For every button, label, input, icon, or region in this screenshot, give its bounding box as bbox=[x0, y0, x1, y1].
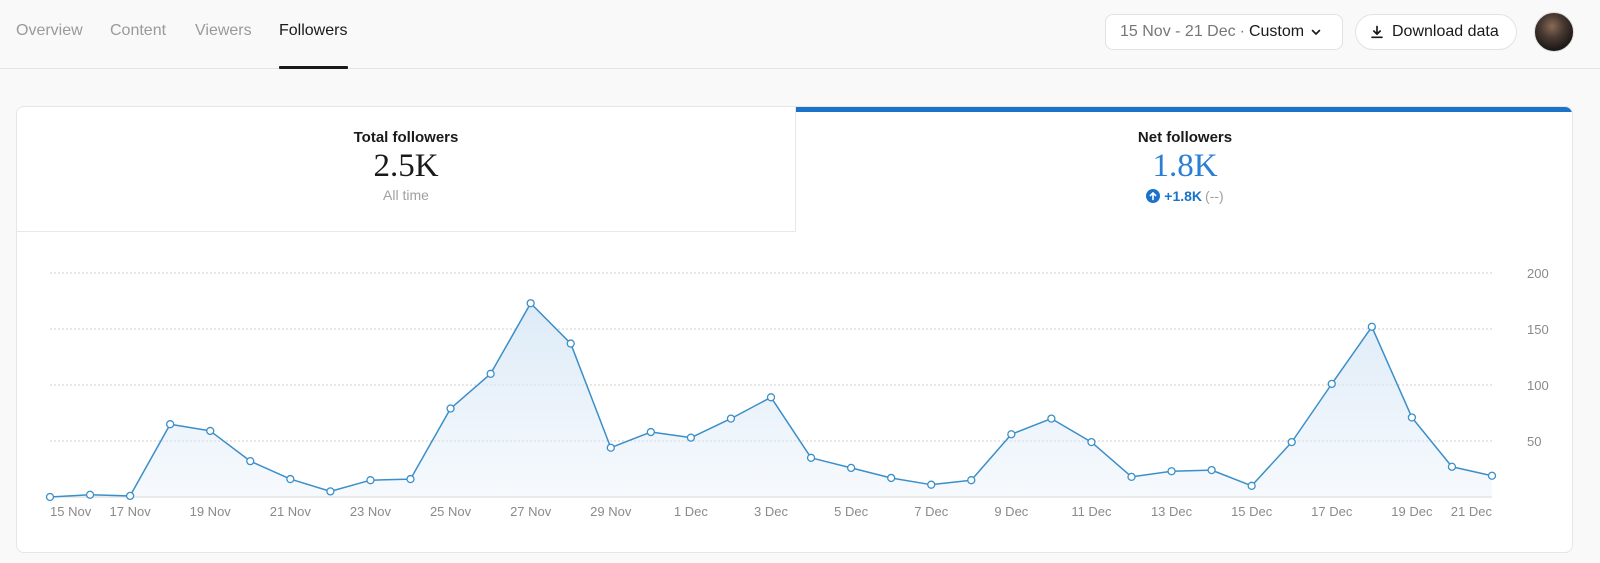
y-tick-label: 100 bbox=[1527, 378, 1549, 393]
download-icon bbox=[1370, 25, 1384, 39]
data-point bbox=[887, 473, 896, 483]
chart-svg: 50 100 150 200 15 Nov 17 Nov 19 Nov 21 Nov 23 No… bbox=[45, 266, 1549, 519]
date-range-picker[interactable]: 15 Nov - 21 Dec · Custom bbox=[1105, 14, 1343, 50]
net-followers-panel[interactable]: Net followers 1.8K +1.8K (--) bbox=[796, 107, 1572, 232]
data-point bbox=[85, 490, 95, 499]
net-change-value: +1.8K bbox=[1164, 188, 1203, 204]
data-point bbox=[326, 487, 335, 496]
data-point bbox=[206, 426, 215, 436]
data-point bbox=[846, 463, 856, 473]
download-data-label: Download data bbox=[1392, 23, 1499, 40]
x-tick-label: 3 Dec bbox=[754, 504, 788, 519]
data-point bbox=[1007, 430, 1016, 439]
data-point bbox=[1087, 437, 1096, 447]
net-followers-chart: 50 100 150 200 15 Nov 17 Nov 19 Nov 21 Nov 23 No… bbox=[17, 233, 1572, 552]
x-tick-label: 21 Dec bbox=[1451, 504, 1493, 519]
data-point bbox=[406, 474, 415, 484]
x-tick-label: 21 Nov bbox=[270, 504, 312, 519]
x-tick-label: 1 Dec bbox=[674, 504, 708, 519]
avatar[interactable] bbox=[1534, 12, 1574, 52]
y-tick-label: 50 bbox=[1527, 434, 1541, 449]
y-tick-label: 200 bbox=[1527, 266, 1549, 281]
total-followers-subtitle: All time bbox=[383, 187, 429, 203]
data-point bbox=[766, 393, 776, 402]
data-point bbox=[125, 491, 135, 501]
data-point bbox=[166, 420, 175, 429]
x-tick-label: 9 Dec bbox=[994, 504, 1028, 519]
data-point bbox=[366, 476, 375, 485]
data-point bbox=[646, 427, 655, 437]
total-followers-title: Total followers bbox=[353, 129, 459, 146]
data-point bbox=[606, 443, 615, 452]
data-point bbox=[1247, 481, 1256, 490]
data-point bbox=[806, 453, 816, 462]
data-point bbox=[1167, 467, 1176, 476]
x-tick-label: 23 Nov bbox=[350, 504, 392, 519]
data-point bbox=[967, 476, 976, 485]
data-point bbox=[1447, 462, 1457, 471]
data-point bbox=[1207, 465, 1216, 475]
top-nav-bar: Overview Content Viewers Followers 15 No… bbox=[0, 0, 1600, 69]
data-point bbox=[1047, 414, 1056, 423]
x-tick-label: 29 Nov bbox=[590, 504, 632, 519]
data-point bbox=[566, 339, 575, 348]
x-tick-label: 17 Nov bbox=[110, 504, 152, 519]
date-range-text: 15 Nov - 21 Dec bbox=[1120, 23, 1236, 40]
x-tick-label: 15 Nov bbox=[50, 504, 92, 519]
download-data-button[interactable]: Download data bbox=[1355, 14, 1517, 50]
data-point bbox=[486, 369, 495, 378]
net-followers-change: +1.8K (--) bbox=[1146, 188, 1224, 204]
data-point bbox=[526, 299, 535, 308]
data-point bbox=[1487, 471, 1497, 480]
x-tick-label: 7 Dec bbox=[914, 504, 948, 519]
data-point bbox=[1367, 322, 1376, 331]
followers-card: Total followers 2.5K All time Net follow… bbox=[16, 106, 1573, 553]
data-point bbox=[1327, 379, 1336, 389]
x-tick-label: 11 Dec bbox=[1071, 504, 1112, 519]
net-change-percent: (--) bbox=[1205, 188, 1224, 204]
data-point bbox=[446, 404, 455, 413]
data-point bbox=[1407, 413, 1417, 422]
tab-followers[interactable]: Followers bbox=[279, 22, 348, 39]
date-range-preset: Custom bbox=[1248, 23, 1305, 40]
chevron-down-icon bbox=[1310, 26, 1322, 38]
arrow-up-circle-icon bbox=[1146, 189, 1161, 203]
data-point bbox=[246, 457, 255, 466]
y-tick-label: 150 bbox=[1527, 322, 1549, 337]
data-point bbox=[686, 433, 696, 442]
active-tab-indicator bbox=[279, 66, 348, 69]
x-tick-label: 19 Dec bbox=[1391, 504, 1433, 519]
net-followers-title: Net followers bbox=[1137, 129, 1233, 146]
x-tick-label: 15 Dec bbox=[1231, 504, 1273, 519]
tab-viewers[interactable]: Viewers bbox=[195, 22, 252, 39]
x-tick-label: 19 Nov bbox=[190, 504, 232, 519]
net-followers-value: 1.8K bbox=[1152, 148, 1218, 184]
total-followers-value: 2.5K bbox=[373, 148, 439, 184]
data-point bbox=[927, 480, 936, 489]
data-point bbox=[1127, 472, 1136, 481]
tab-content[interactable]: Content bbox=[110, 22, 167, 39]
x-tick-label: 13 Dec bbox=[1151, 504, 1193, 519]
data-point bbox=[726, 414, 736, 423]
data-point bbox=[286, 474, 295, 484]
tab-overview[interactable]: Overview bbox=[16, 22, 83, 39]
x-tick-label: 25 Nov bbox=[430, 504, 472, 519]
data-point bbox=[1287, 437, 1296, 447]
data-point bbox=[45, 492, 55, 502]
total-followers-panel[interactable]: Total followers 2.5K All time bbox=[17, 107, 796, 232]
x-tick-label: 17 Dec bbox=[1311, 504, 1353, 519]
date-range-separator: · bbox=[1239, 23, 1245, 40]
x-tick-label: 5 Dec bbox=[834, 504, 868, 519]
x-tick-label: 27 Nov bbox=[510, 504, 552, 519]
